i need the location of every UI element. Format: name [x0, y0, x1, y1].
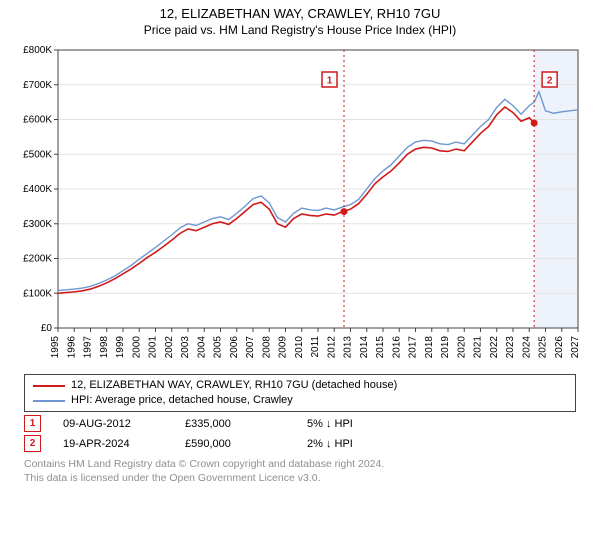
legend-label: 12, ELIZABETHAN WAY, CRAWLEY, RH10 7GU (…: [71, 378, 397, 393]
svg-text:1996: 1996: [66, 336, 77, 359]
svg-text:£500K: £500K: [23, 150, 52, 161]
svg-text:2015: 2015: [375, 336, 386, 359]
svg-text:£400K: £400K: [23, 184, 52, 195]
page-subtitle: Price paid vs. HM Land Registry's House …: [8, 23, 592, 39]
svg-text:2017: 2017: [408, 336, 419, 359]
svg-text:2008: 2008: [261, 336, 272, 359]
svg-text:2009: 2009: [278, 336, 289, 359]
svg-text:£0: £0: [41, 323, 53, 334]
svg-text:2000: 2000: [131, 336, 142, 359]
svg-text:2026: 2026: [554, 336, 565, 359]
licence-text: Contains HM Land Registry data © Crown c…: [24, 458, 576, 485]
svg-text:2003: 2003: [180, 336, 191, 359]
svg-text:2001: 2001: [148, 336, 159, 359]
svg-text:2004: 2004: [196, 336, 207, 359]
legend-row: HPI: Average price, detached house, Craw…: [33, 393, 567, 408]
svg-text:1997: 1997: [83, 336, 94, 359]
observation-price: £335,000: [185, 418, 285, 430]
svg-text:2023: 2023: [505, 336, 516, 359]
svg-text:2006: 2006: [229, 336, 240, 359]
svg-text:1998: 1998: [99, 336, 110, 359]
observation-row: 2 19-APR-2024 £590,000 2% ↓ HPI: [24, 435, 576, 452]
svg-text:2: 2: [547, 76, 553, 87]
svg-text:£300K: £300K: [23, 219, 52, 230]
svg-text:£100K: £100K: [23, 289, 52, 300]
svg-text:2019: 2019: [440, 336, 451, 359]
svg-text:2022: 2022: [489, 336, 500, 359]
page-title: 12, ELIZABETHAN WAY, CRAWLEY, RH10 7GU: [8, 6, 592, 23]
observation-marker-icon: 1: [24, 415, 41, 432]
svg-text:£700K: £700K: [23, 80, 52, 91]
legend-row: 12, ELIZABETHAN WAY, CRAWLEY, RH10 7GU (…: [33, 378, 567, 393]
svg-text:2010: 2010: [294, 336, 305, 359]
svg-text:2013: 2013: [343, 336, 354, 359]
observation-delta: 2% ↓ HPI: [307, 438, 407, 450]
svg-text:1995: 1995: [50, 336, 61, 359]
price-chart: £0 £100K £200K £300K £400K £500K £600K £700K £80…: [12, 40, 588, 370]
svg-text:1999: 1999: [115, 336, 126, 359]
licence-line: Contains HM Land Registry data © Crown c…: [24, 458, 576, 472]
svg-text:2021: 2021: [473, 336, 484, 359]
svg-text:2027: 2027: [570, 336, 581, 359]
svg-text:2002: 2002: [164, 336, 175, 359]
observation-date: 19-APR-2024: [63, 438, 163, 450]
observation-marker-icon: 2: [24, 435, 41, 452]
svg-text:2024: 2024: [521, 336, 532, 359]
legend: 12, ELIZABETHAN WAY, CRAWLEY, RH10 7GU (…: [24, 374, 576, 412]
svg-text:2020: 2020: [456, 336, 467, 359]
svg-text:2011: 2011: [310, 336, 321, 358]
svg-text:2007: 2007: [245, 336, 256, 359]
licence-line: This data is licensed under the Open Gov…: [24, 472, 576, 486]
svg-text:£600K: £600K: [23, 115, 52, 126]
observation-delta: 5% ↓ HPI: [307, 418, 407, 430]
svg-text:2018: 2018: [424, 336, 435, 359]
svg-text:£200K: £200K: [23, 254, 52, 265]
svg-text:2005: 2005: [213, 336, 224, 359]
svg-text:2014: 2014: [359, 336, 370, 359]
legend-swatch-hpi: [33, 400, 65, 402]
svg-text:£800K: £800K: [23, 45, 52, 56]
legend-label: HPI: Average price, detached house, Craw…: [71, 393, 293, 408]
svg-text:2025: 2025: [538, 336, 549, 359]
observation-row: 1 09-AUG-2012 £335,000 5% ↓ HPI: [24, 415, 576, 432]
observation-price: £590,000: [185, 438, 285, 450]
observation-date: 09-AUG-2012: [63, 418, 163, 430]
svg-text:2016: 2016: [391, 336, 402, 359]
legend-swatch-subject: [33, 385, 65, 387]
svg-text:1: 1: [327, 76, 333, 87]
observations: 1 09-AUG-2012 £335,000 5% ↓ HPI 2 19-APR…: [24, 415, 576, 452]
svg-text:2012: 2012: [326, 336, 337, 359]
